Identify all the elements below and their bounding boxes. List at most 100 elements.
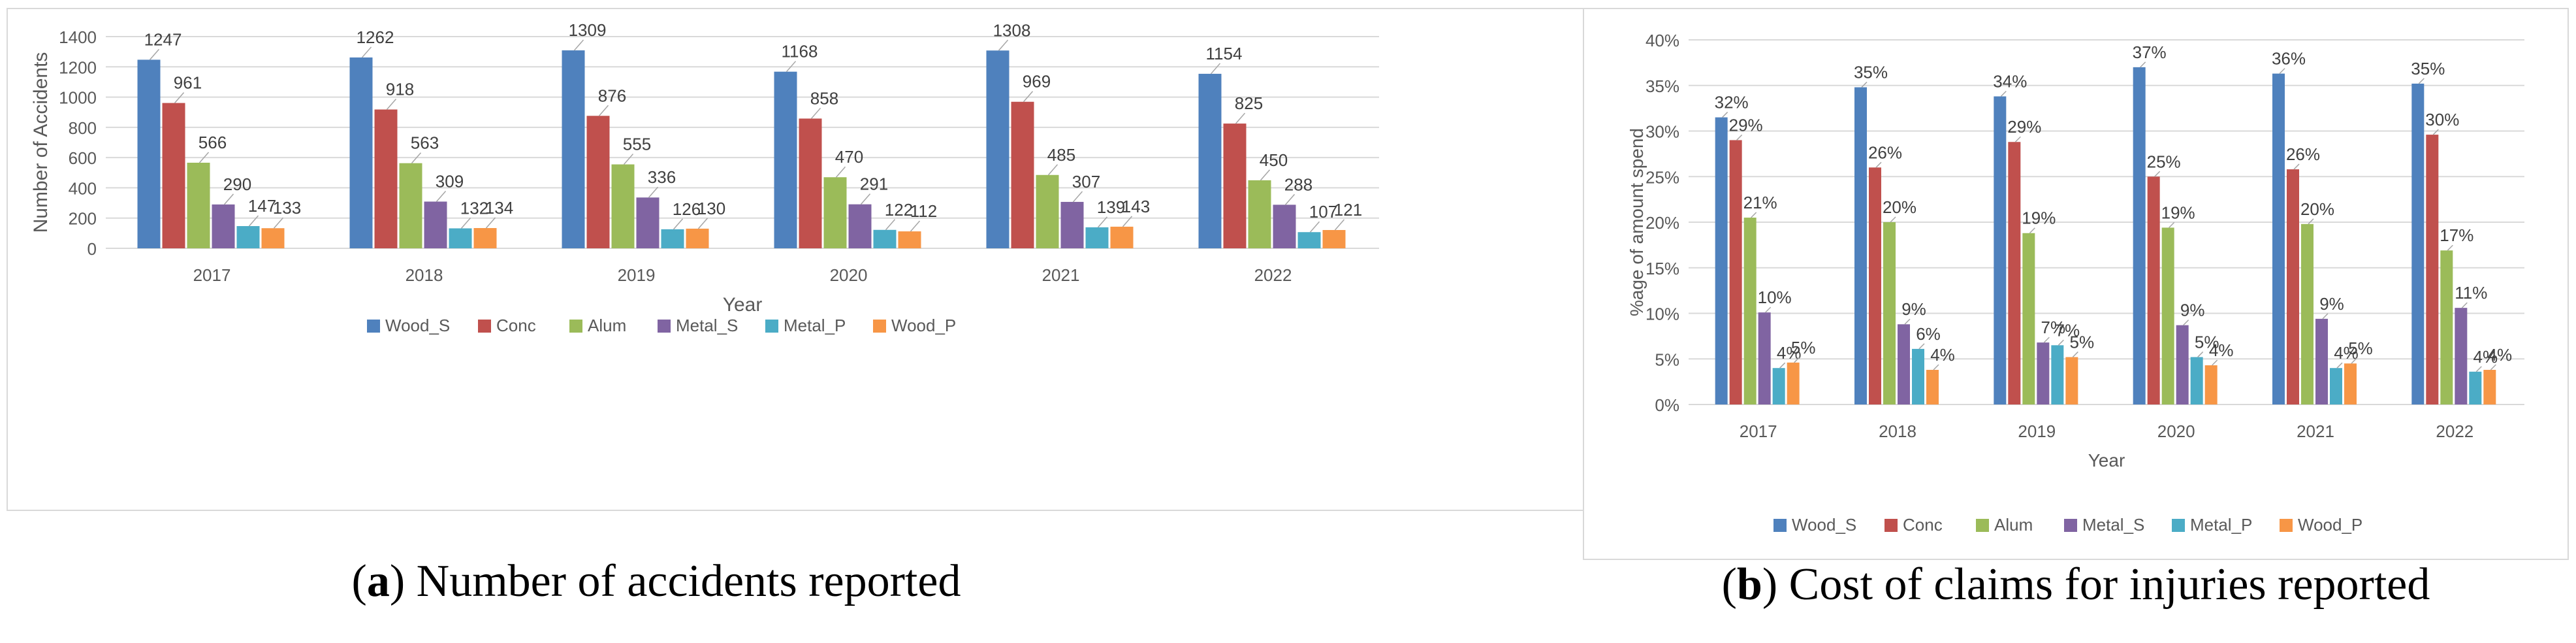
chart-a-x-tick-label: 2022 [1254, 265, 1292, 285]
chart-a-data-label: 133 [273, 198, 301, 218]
chart-a-leader-line [998, 39, 1009, 51]
chart-b-y-tick-label: 40% [1646, 31, 1679, 50]
chart-b-bar-metal-p [2469, 371, 2482, 404]
chart-b-data-label: 4% [1930, 345, 1955, 365]
chart-b-bar-wood-s [2133, 67, 2146, 405]
chart-b-data-label: 4% [2334, 343, 2359, 363]
caption-b-text: Cost of claims for injuries reported [1777, 559, 2430, 610]
chart-b-leader-line [2490, 364, 2496, 371]
chart-b-data-label: 34% [1993, 71, 2027, 91]
chart-b-data-label: 29% [2007, 117, 2041, 137]
chart-b-bar-conc [1869, 167, 1881, 404]
chart-a-data-label: 555 [623, 135, 651, 154]
chart-a-y-tick-label: 200 [69, 209, 97, 229]
chart-b-data-label: 5% [2070, 332, 2095, 352]
chart-b-x-tick-label: 2020 [2157, 421, 2195, 441]
chart-b-x-tick-label: 2017 [1740, 421, 1777, 441]
chart-a-bar-metal-p [236, 225, 260, 248]
chart-b-legend-swatch [2280, 519, 2293, 532]
chart-a-bar-metal-p [449, 228, 472, 248]
chart-a-leader-line [835, 166, 846, 178]
chart-b-data-label: 7% [2041, 318, 2066, 337]
chart-b-bar-metal-s [1758, 312, 1771, 404]
chart-a-data-label: 1247 [144, 29, 182, 49]
chart-b-data-label: 7% [2056, 320, 2080, 340]
chart-a-y-tick-label: 400 [69, 178, 97, 198]
chart-a-bar-conc [586, 116, 610, 248]
caption-b-letter: b [1736, 559, 1762, 610]
chart-a-bar-alum [187, 163, 210, 248]
chart-b-y-tick-label: 30% [1646, 122, 1679, 142]
chart-a-bar-conc [799, 118, 822, 248]
chart-a-data-label: 969 [1023, 72, 1051, 91]
chart-a-data-label: 288 [1284, 174, 1312, 194]
chart-a-bar-wood-s [349, 57, 373, 249]
chart-a-data-label: 918 [386, 80, 414, 99]
chart-b-data-label: 9% [2319, 294, 2344, 314]
chart-a-leader-line [623, 154, 634, 165]
chart-a-legend-label: Metal_P [784, 316, 846, 335]
chart-a-data-label: 107 [1309, 202, 1337, 222]
chart-b-data-label: 21% [1743, 193, 1777, 212]
chart-b-bar-metal-s [1898, 324, 1910, 404]
caption-a-text: Number of accidents reported [405, 556, 961, 606]
chart-b-legend-label: Metal_P [2190, 515, 2252, 535]
chart-a-bar-metal-s [424, 201, 447, 248]
chart-b-leader-line [1904, 318, 1911, 325]
chart-a-leader-line [436, 190, 447, 202]
chart-a-y-tick-label: 600 [69, 148, 97, 168]
chart-b-bar-metal-p [1772, 368, 1785, 404]
chart-a-data-label: 126 [673, 199, 701, 219]
chart-a-leader-line [361, 46, 372, 58]
chart-b-bar-wood-s [1715, 117, 1728, 404]
chart-b-data-label: 26% [1868, 142, 1902, 162]
chart-b-leader-line [1875, 161, 1882, 168]
chart-b-leader-line [1779, 362, 1786, 369]
chart-b-x-tick-label: 2022 [2436, 421, 2473, 441]
chart-b-leader-line [1751, 212, 1757, 218]
chart-a-leader-line [573, 39, 584, 51]
chart-a-leader-line [885, 219, 896, 231]
chart-b-leader-line [1933, 364, 1939, 371]
chart-a-bar-wood-s [137, 59, 161, 248]
chart-b-y-tick-label: 15% [1646, 259, 1679, 278]
chart-b-bar-wood-p [1926, 369, 1939, 404]
chart-b-leader-line [1794, 357, 1800, 363]
chart-b-bar-wood-p [2483, 369, 2496, 404]
chart-b-data-label: 20% [2300, 199, 2334, 219]
chart-a-bar-wood-p [686, 228, 709, 248]
chart-b-data-label: 4% [2473, 347, 2498, 367]
chart-b-leader-line [2336, 362, 2343, 369]
chart-b-data-label: 32% [1715, 93, 1749, 112]
chart-a-data-label: 291 [860, 174, 888, 194]
chart-b-data-label: 5% [2348, 338, 2373, 358]
chart-a-y-axis-title: Number of Accidents [30, 52, 52, 233]
chart-b-bar-metal-p [2190, 357, 2203, 404]
chart-a-bar-wood-p [261, 228, 285, 248]
chart-a-legend-label: Wood_S [385, 316, 450, 335]
chart-b-leader-line [2072, 351, 2078, 357]
chart-b-y-tick-label: 5% [1655, 350, 1679, 369]
chart-a-bar-metal-s [212, 204, 235, 248]
chart-a-bar-wood-p [1110, 226, 1134, 248]
chart-b-leader-line [2279, 68, 2285, 74]
chart-b-bar-conc [2008, 142, 2021, 405]
chart-a-leader-line [174, 92, 185, 104]
chart-a-leader-line [786, 61, 797, 73]
chart-a-bar-metal-s [1060, 201, 1084, 248]
chart-a-leader-line [673, 218, 684, 230]
chart-b-legend-swatch [2064, 519, 2077, 532]
chart-b-leader-line [2461, 302, 2468, 308]
chart-b-bar-metal-p [1912, 348, 1924, 404]
chart-a-leader-line [485, 217, 496, 229]
chart-a-bar-conc [1011, 101, 1034, 248]
chart-b-bar-wood-s [1854, 87, 1867, 404]
chart-a-bar-metal-p [873, 229, 897, 248]
chart-b-legend-label: Metal_S [2082, 515, 2144, 535]
chart-a-x-tick-label: 2018 [405, 265, 443, 285]
chart-b-leader-line [1918, 343, 1925, 350]
chart-a-data-label: 112 [910, 201, 937, 221]
chart-b-data-label: 9% [1901, 299, 1926, 319]
chart-a-bar-alum [611, 164, 635, 248]
